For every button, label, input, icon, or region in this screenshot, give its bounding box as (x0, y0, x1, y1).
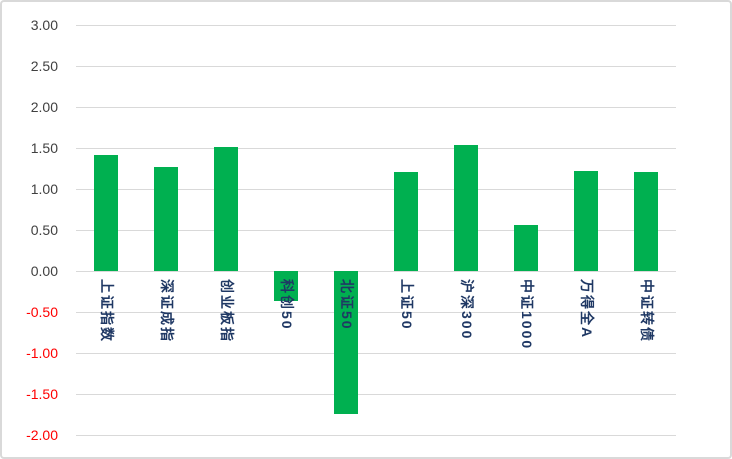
bar-中证转债 (634, 171, 658, 271)
category-label: 万得全A (579, 279, 595, 340)
gridline (76, 229, 676, 231)
category-label: 中证转债 (639, 279, 655, 343)
gridline (76, 352, 676, 354)
gridline (76, 270, 676, 272)
category-label: 创业板指 (219, 279, 235, 343)
bar-上证指数 (94, 155, 118, 271)
y-tick-label: 0.50 (30, 222, 58, 238)
y-tick-label: -0.50 (26, 304, 58, 320)
y-tick-label: 1.00 (30, 181, 58, 197)
bar-深证成指 (154, 166, 178, 271)
y-tick-label: 3.00 (30, 17, 58, 33)
gridline (76, 24, 676, 26)
gridline (76, 434, 676, 436)
gridline (76, 311, 676, 313)
bar-中证1000 (514, 225, 538, 271)
y-tick-label: 2.00 (30, 99, 58, 115)
category-label: 深证成指 (159, 279, 175, 343)
y-tick-label: -1.00 (26, 345, 58, 361)
category-label: 北证50 (339, 279, 355, 331)
bar-上证50 (394, 171, 418, 271)
category-label: 科创50 (279, 279, 295, 331)
bar-沪深300 (454, 144, 478, 271)
y-tick-label: 0.00 (30, 263, 58, 279)
bar-万得全A (574, 170, 598, 271)
bar-创业板指 (214, 147, 238, 271)
category-label: 沪深300 (459, 279, 475, 341)
gridline (76, 188, 676, 190)
y-tick-label: 1.50 (30, 140, 58, 156)
gridline (76, 147, 676, 149)
bar-北证50 (334, 271, 358, 414)
y-tick-label: -2.00 (26, 427, 58, 443)
category-label: 中证1000 (519, 279, 535, 351)
gridline (76, 106, 676, 108)
y-tick-label: 2.50 (30, 58, 58, 74)
y-tick-label: -1.50 (26, 386, 58, 402)
gridline (76, 393, 676, 395)
category-label: 上证指数 (99, 279, 115, 343)
category-label: 上证50 (399, 279, 415, 331)
bar-科创50 (274, 271, 298, 301)
gridline (76, 65, 676, 67)
